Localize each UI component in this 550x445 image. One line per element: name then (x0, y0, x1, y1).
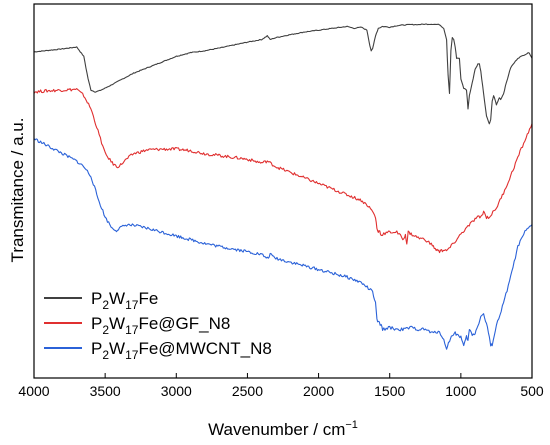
series-line-1 (33, 23, 533, 125)
x-tick-label-500: 500 (520, 383, 544, 399)
series-line-3 (33, 138, 533, 350)
x-tick-label-2000: 2000 (303, 383, 334, 399)
series-line-2 (33, 88, 533, 254)
x-tick-label-1500: 1500 (374, 383, 405, 399)
x-tick-label-3000: 3000 (161, 383, 192, 399)
x-tick-label-1000: 1000 (445, 383, 476, 399)
x-axis-label: Wavenumber / cm−1 (208, 419, 358, 439)
series-layer (33, 23, 533, 350)
legend-label-1: P2W17Fe (91, 289, 158, 312)
x-axis-ticks: 4000 3500 3000 2500 2000 1500 1000 500 (18, 373, 544, 399)
x-tick-label-4000: 4000 (18, 383, 49, 399)
plot-frame (33, 3, 533, 379)
y-axis-label: Transmitance / a.u. (8, 118, 27, 263)
x-tick-label-2500: 2500 (232, 383, 263, 399)
legend-label-3: P2W17Fe@MWCNT_N8 (91, 339, 272, 362)
x-tick-label-3500: 3500 (90, 383, 121, 399)
legend-label-2: P2W17Fe@GF_N8 (91, 314, 230, 337)
